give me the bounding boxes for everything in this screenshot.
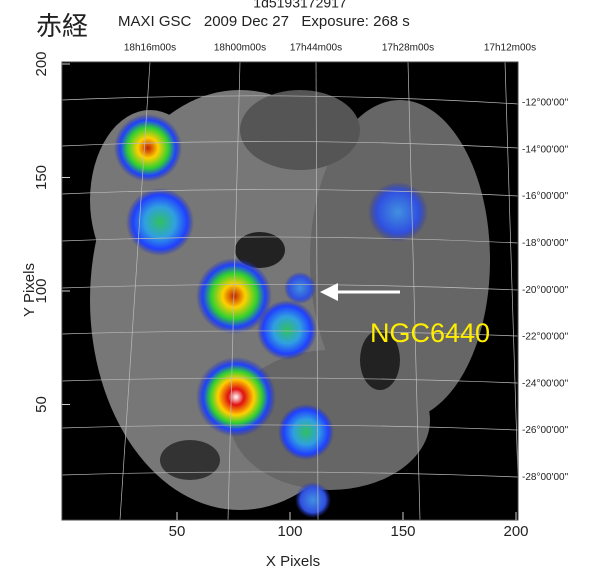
- subtitle: MAXI GSC 2009 Dec 27 Exposure: 268 s: [118, 13, 410, 30]
- x-tick-label: 100: [277, 523, 302, 540]
- dec-tick-label: -26°00'00": [522, 425, 569, 436]
- ra-tick-label: 17h44m00s: [290, 43, 342, 54]
- x-axis-label: X Pixels: [266, 553, 320, 569]
- chart-title: 1d5193172917: [253, 0, 347, 11]
- dec-tick-label: -14°00'00": [522, 144, 569, 155]
- dec-tick-label: -24°00'00": [522, 378, 569, 389]
- ra-tick-label: 17h28m00s: [382, 43, 434, 54]
- y-tick-label: 200: [33, 51, 50, 76]
- y-tick-label: 50: [33, 396, 50, 413]
- ra-tick-label: 18h00m00s: [214, 43, 266, 54]
- x-tick-label: 150: [390, 523, 415, 540]
- ra-tick-label: 18h16m00s: [124, 43, 176, 54]
- dec-tick-label: -12°00'00": [522, 98, 569, 109]
- dec-tick-label: -16°00'00": [522, 191, 569, 202]
- ra-tick-label: 17h12m00s: [484, 43, 536, 54]
- x-tick-label: 50: [169, 523, 186, 540]
- chart: 1d5193172917 赤経 MAXI GSC 2009 Dec 27 Exp…: [0, 0, 598, 569]
- dec-tick-label: -22°00'00": [522, 332, 569, 343]
- annotation: NGC6440: [370, 318, 490, 348]
- dec-tick-label: -28°00'00": [522, 472, 569, 483]
- ra-label: 赤経: [36, 11, 88, 41]
- dec-tick-label: -20°00'00": [522, 285, 569, 296]
- x-tick-label: 200: [503, 523, 528, 540]
- y-tick-label: 100: [33, 278, 50, 303]
- sky-image: [62, 62, 518, 520]
- y-tick-label: 150: [33, 165, 50, 190]
- dec-tick-label: -18°00'00": [522, 238, 569, 249]
